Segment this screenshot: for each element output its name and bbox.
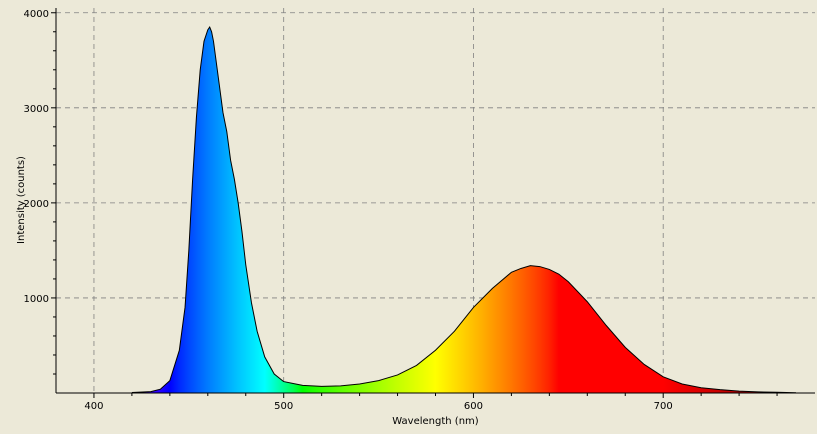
x-tick-label: 400 (84, 401, 103, 412)
tick-layer: 400 500 600 700 1000 2000 3000 4000 (24, 9, 673, 412)
spectrum-area (131, 27, 797, 393)
area-layer (131, 25, 797, 393)
x-tick-label: 600 (464, 401, 483, 412)
x-axis-label: Wavelength (nm) (392, 416, 478, 427)
y-tick-label: 3000 (24, 104, 49, 115)
x-tick-label: 500 (274, 401, 293, 412)
y-tick-label: 4000 (24, 9, 49, 20)
axis-layer (51, 8, 815, 398)
y-tick-label: 1000 (24, 294, 49, 305)
grid-layer (56, 8, 815, 393)
y-tick-label: 2000 (24, 199, 49, 210)
y-axis-label: Intensity (counts) (16, 156, 27, 244)
x-tick-label: 700 (654, 401, 673, 412)
spectrum-outline (131, 25, 797, 393)
